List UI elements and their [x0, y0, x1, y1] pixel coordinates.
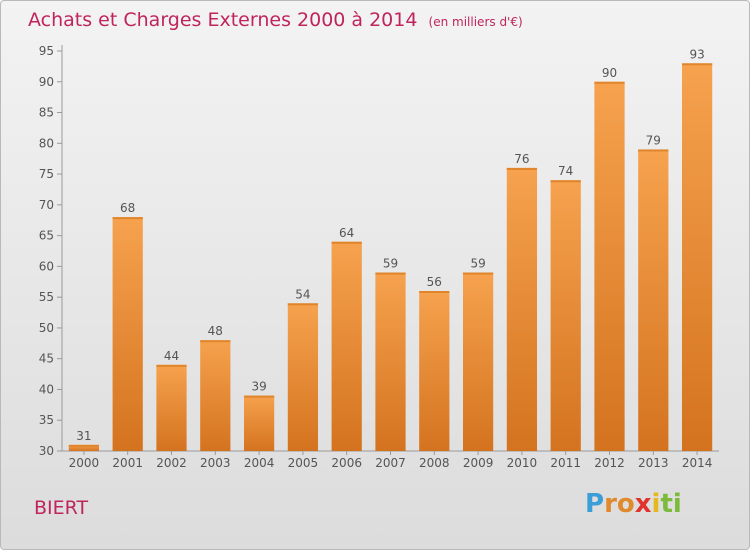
data-label: 39 [251, 380, 266, 394]
x-tick-label: 2010 [507, 456, 538, 470]
bar [200, 340, 231, 451]
x-tick-label: 2005 [288, 456, 319, 470]
bar-top-edge [156, 364, 187, 367]
logo-letter: o [616, 489, 635, 519]
bar [375, 272, 406, 451]
bar-top-edge [638, 149, 669, 152]
bar-top-edge [243, 395, 275, 398]
proxiti-logo: Proxiti [585, 489, 682, 519]
x-tick-label: 2011 [550, 456, 581, 470]
logo-letter: i [672, 489, 682, 519]
data-label: 76 [514, 152, 529, 166]
y-tick-label: 55 [39, 290, 54, 304]
y-tick-label: 80 [39, 136, 54, 150]
bar-top-edge [506, 167, 538, 170]
bar-top-edge [331, 241, 362, 244]
data-label: 74 [558, 164, 573, 178]
data-label: 48 [208, 324, 223, 338]
data-label: 31 [76, 429, 91, 443]
data-label: 79 [646, 133, 661, 147]
y-tick-label: 30 [39, 444, 54, 458]
y-tick-label: 35 [39, 413, 54, 427]
y-tick-label: 45 [39, 352, 54, 366]
x-tick-label: 2003 [200, 456, 231, 470]
x-tick-label: 2008 [419, 456, 450, 470]
x-tick-label: 2013 [638, 456, 669, 470]
bar [594, 81, 625, 452]
x-tick-label: 2007 [375, 456, 406, 470]
bar-top-edge [594, 81, 625, 84]
bar [681, 63, 713, 452]
x-tick-label: 2009 [463, 456, 494, 470]
bar [68, 444, 100, 451]
logo-letter: x [634, 489, 652, 519]
y-tick-label: 85 [39, 106, 54, 120]
chart-unit: (en milliers d'€) [428, 15, 523, 29]
y-tick-label: 95 [39, 44, 54, 58]
bar [506, 167, 538, 451]
bar [112, 217, 143, 451]
bar-top-edge [550, 180, 581, 183]
data-label: 56 [427, 275, 442, 289]
x-tick-label: 2014 [682, 456, 713, 470]
x-tick-label: 2001 [112, 456, 143, 470]
logo-letter: t [660, 489, 673, 519]
title-row: Achats et Charges Externes 2000 à 2014 (… [28, 9, 523, 31]
data-label: 44 [164, 349, 179, 363]
bar-top-edge [200, 340, 231, 343]
logo-letter: P [585, 489, 605, 519]
data-label: 59 [470, 257, 485, 271]
y-tick-label: 60 [39, 259, 54, 273]
bar [419, 291, 450, 451]
x-tick-label: 2006 [331, 456, 362, 470]
data-label: 59 [383, 257, 398, 271]
y-tick-label: 70 [39, 198, 54, 212]
bar-top-edge [68, 444, 100, 447]
bar [331, 241, 362, 451]
bar-top-edge [681, 63, 713, 66]
bar-top-edge [462, 272, 494, 275]
bar-top-edge [419, 291, 450, 293]
data-label: 64 [339, 226, 354, 240]
bar [243, 395, 275, 451]
y-tick-label: 40 [39, 382, 54, 396]
y-tick-label: 65 [39, 229, 54, 243]
data-label: 93 [689, 47, 704, 61]
x-tick-label: 2002 [156, 456, 187, 470]
data-label: 54 [295, 287, 310, 301]
y-tick-label: 50 [39, 321, 54, 335]
logo-letter: i [651, 489, 661, 519]
y-tick-label: 90 [39, 75, 54, 89]
y-tick-label: 75 [39, 167, 54, 181]
x-tick-label: 2012 [594, 456, 625, 470]
bar [156, 364, 187, 451]
x-tick-label: 2000 [69, 456, 100, 470]
bar [550, 180, 581, 451]
data-label: 68 [120, 201, 135, 215]
chart-title: Achats et Charges Externes 2000 à 2014 [28, 9, 418, 31]
bar-top-edge [375, 272, 406, 275]
data-label: 90 [602, 66, 617, 80]
bar-top-edge [112, 217, 143, 220]
bars: 31 68 44 48 39 54 64 59 56 59 76 74 90 79 93 [68, 47, 713, 452]
bar [287, 303, 319, 451]
logo-letter: r [604, 489, 617, 519]
x-tick-label: 2004 [244, 456, 275, 470]
bar [462, 272, 494, 451]
bar-top-edge [287, 303, 319, 306]
commune-name: BIERT [34, 497, 89, 519]
bar [638, 149, 669, 451]
